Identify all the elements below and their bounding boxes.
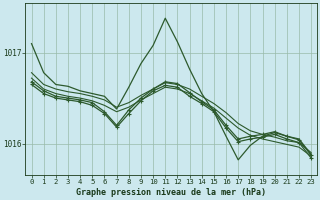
X-axis label: Graphe pression niveau de la mer (hPa): Graphe pression niveau de la mer (hPa)	[76, 188, 266, 197]
